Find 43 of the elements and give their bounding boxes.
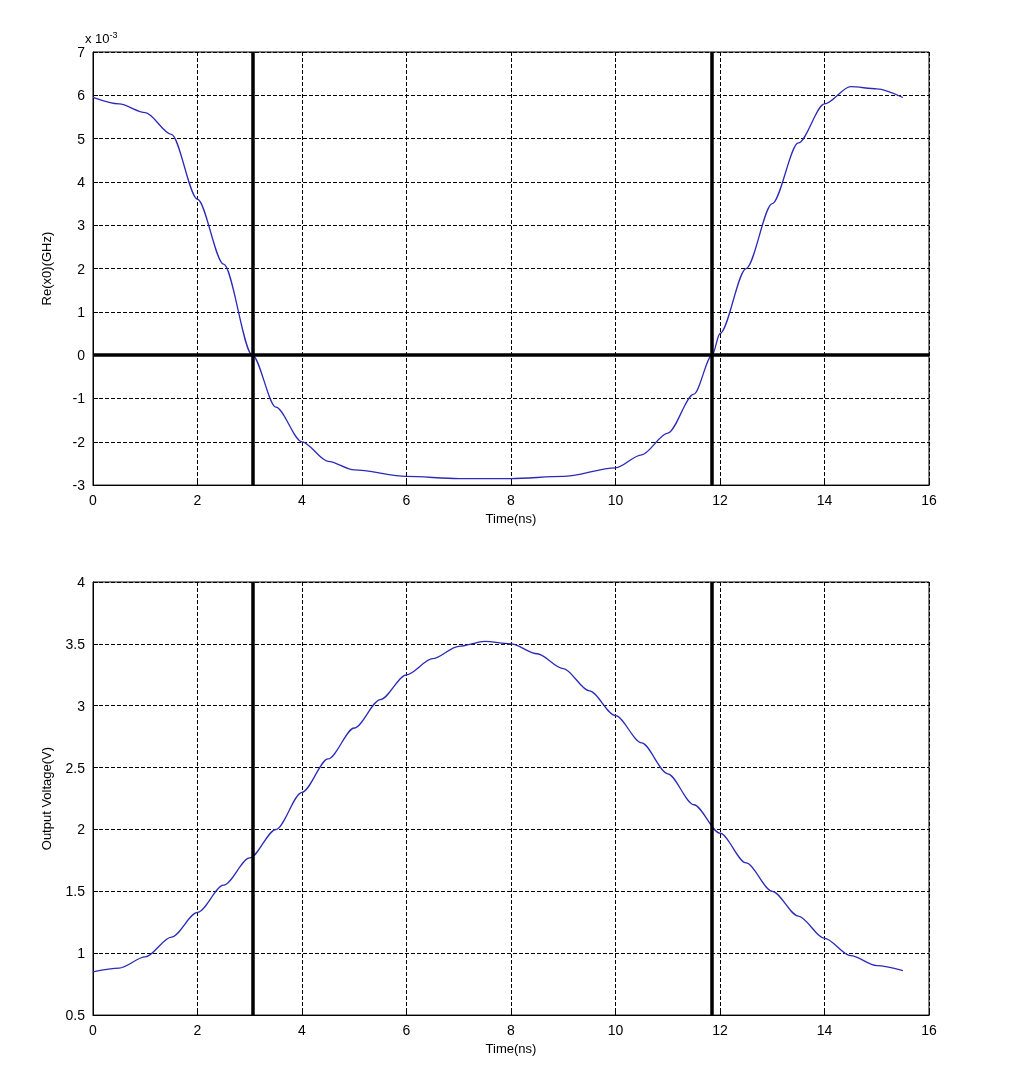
y-tick-label: 3 — [77, 217, 86, 234]
y-tick-label: 0.5 — [65, 1007, 86, 1024]
x-tick-label: 10 — [607, 1022, 624, 1039]
y-tick-label: 1 — [77, 303, 86, 320]
y-tick-label: 1 — [77, 945, 86, 962]
y-tick-label: 3.5 — [65, 635, 86, 652]
y-tick-label: 4 — [77, 173, 86, 190]
x-tick-label: 6 — [402, 492, 411, 509]
x-tick-label: 8 — [507, 1022, 516, 1039]
y-tick-label: 0 — [77, 347, 86, 364]
x-tick-label: 4 — [298, 492, 307, 509]
y-tick-label: 7 — [77, 44, 86, 60]
x-tick-label: 16 — [921, 492, 937, 509]
x-tick-label: 14 — [816, 492, 833, 509]
y-tick-label: 5 — [77, 130, 86, 147]
x-tick-label: 12 — [712, 1022, 728, 1039]
x-tick-label: 12 — [712, 492, 728, 509]
y-axis-title: Re(x0)(GHz) — [39, 231, 54, 306]
line-series — [92, 640, 904, 973]
y-tick-label: 1.5 — [65, 883, 86, 900]
x-tick-label: 16 — [921, 1022, 937, 1039]
y-tick-label: 2 — [77, 260, 86, 277]
y-tick-label: -2 — [72, 433, 86, 450]
y-tick-label: -3 — [72, 477, 86, 494]
x-tick-label: 0 — [89, 492, 98, 509]
x-tick-label: 0 — [89, 1022, 98, 1039]
x-axis-title: Time(ns) — [485, 1041, 537, 1056]
y-tick-label: -1 — [72, 390, 86, 407]
x-tick-label: 4 — [298, 1022, 307, 1039]
y-tick-label: 2 — [77, 821, 86, 838]
y-axis-title: Output Voltage(V) — [39, 746, 54, 851]
y-tick-label: 6 — [77, 87, 86, 104]
x-tick-label: 10 — [607, 492, 624, 509]
y-tick-label: 4 — [77, 574, 86, 590]
x-axis-title: Time(ns) — [485, 511, 537, 526]
x-tick-label: 2 — [193, 492, 202, 509]
x-tick-label: 2 — [193, 1022, 202, 1039]
y-tick-label: 3 — [77, 697, 86, 714]
x-tick-label: 14 — [816, 1022, 833, 1039]
y-tick-label: 2.5 — [65, 759, 86, 776]
line-series — [92, 86, 904, 480]
x-tick-label: 6 — [402, 1022, 411, 1039]
x-tick-label: 8 — [507, 492, 516, 509]
